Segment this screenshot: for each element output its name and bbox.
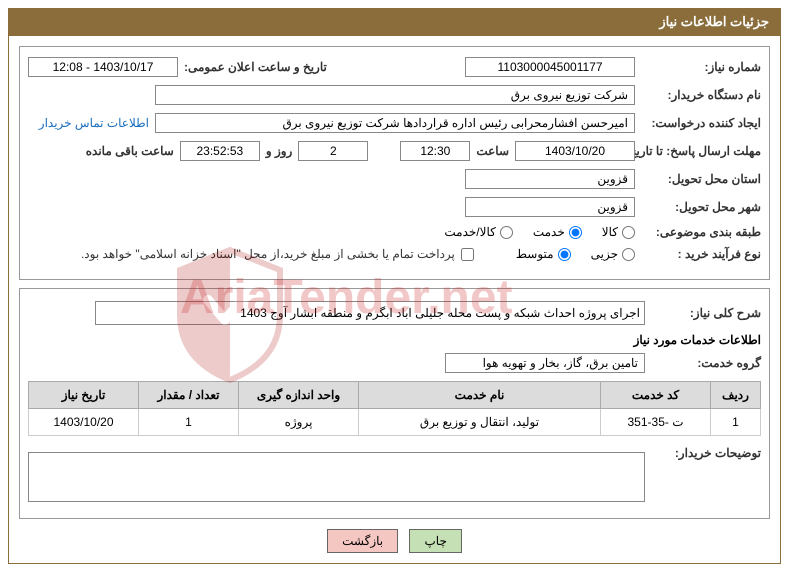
buyer-notes-label: توضیحات خریدار: xyxy=(651,446,761,460)
cell-code: ت -35-351 xyxy=(601,409,711,436)
reqnum-label: شماره نیاز: xyxy=(641,60,761,74)
days-and: روز و xyxy=(266,144,293,158)
radio-medium[interactable]: متوسط xyxy=(516,247,571,261)
th-name: نام خدمت xyxy=(359,382,601,409)
details-panel: جزئیات اطلاعات نیاز AriaTender.net شماره… xyxy=(8,8,781,564)
row-category: طبقه بندی موضوعی: کالا خدمت کالا/خدمت xyxy=(28,225,761,239)
cell-name: تولید، انتقال و توزیع برق xyxy=(359,409,601,436)
radio-kala-label: کالا xyxy=(602,225,618,239)
cell-qty: 1 xyxy=(139,409,239,436)
cell-date: 1403/10/20 xyxy=(29,409,139,436)
requester-label: ایجاد کننده درخواست: xyxy=(641,116,761,130)
th-qty: تعداد / مقدار xyxy=(139,382,239,409)
back-button[interactable]: بازگشت xyxy=(327,529,398,553)
radio-khedmat-input[interactable] xyxy=(569,226,582,239)
services-header: اطلاعات خدمات مورد نیاز xyxy=(28,333,761,347)
radio-medium-input[interactable] xyxy=(558,248,571,261)
buyer-value: شرکت توزیع نیروی برق xyxy=(155,85,635,105)
city-label: شهر محل تحویل: xyxy=(641,200,761,214)
cell-row: 1 xyxy=(711,409,761,436)
payment-checkbox-row: پرداخت تمام یا بخشی از مبلغ خرید،از محل … xyxy=(81,247,474,261)
process-radio-group: جزیی متوسط xyxy=(516,247,635,261)
countdown: 23:52:53 xyxy=(180,141,260,161)
panel-title: جزئیات اطلاعات نیاز xyxy=(8,8,781,36)
radio-kala[interactable]: کالا xyxy=(602,225,635,239)
remaining: ساعت باقی مانده xyxy=(86,144,174,158)
radio-kala-input[interactable] xyxy=(622,226,635,239)
desc-label: شرح کلی نیاز: xyxy=(651,306,761,320)
row-province: استان محل تحویل: قزوین xyxy=(28,169,761,189)
category-radio-group: کالا خدمت کالا/خدمت xyxy=(444,225,635,239)
radio-khedmat-label: خدمت xyxy=(533,225,565,239)
row-deadline: مهلت ارسال پاسخ: تا تاریخ: 1403/10/20 سا… xyxy=(28,141,761,161)
main-info-box: شماره نیاز: 1103000045001177 تاریخ و ساع… xyxy=(19,46,770,280)
radio-both-input[interactable] xyxy=(500,226,513,239)
payment-checkbox[interactable] xyxy=(461,248,474,261)
desc-value: اجرای پروژه احداث شبکه و پست محله جلیلی … xyxy=(95,301,645,325)
table-header-row: ردیف کد خدمت نام خدمت واحد اندازه گیری ت… xyxy=(29,382,761,409)
table-row: 1ت -35-351تولید، انتقال و توزیع برقپروژه… xyxy=(29,409,761,436)
th-row: ردیف xyxy=(711,382,761,409)
row-requester: ایجاد کننده درخواست: امیرحسن افشارمحرابی… xyxy=(28,113,761,133)
announce-label: تاریخ و ساعت اعلان عمومی: xyxy=(184,60,327,74)
cell-unit: پروژه xyxy=(239,409,359,436)
th-unit: واحد اندازه گیری xyxy=(239,382,359,409)
row-buyer: نام دستگاه خریدار: شرکت توزیع نیروی برق xyxy=(28,85,761,105)
province-label: استان محل تحویل: xyxy=(641,172,761,186)
radio-partial-input[interactable] xyxy=(622,248,635,261)
buyer-label: نام دستگاه خریدار: xyxy=(641,88,761,102)
radio-both-label: کالا/خدمت xyxy=(444,225,495,239)
time-label: ساعت xyxy=(476,144,509,158)
days-value: 2 xyxy=(298,141,368,161)
radio-partial-label: جزیی xyxy=(591,247,618,261)
buyer-notes-box xyxy=(28,452,645,502)
deadline-label: مهلت ارسال پاسخ: تا تاریخ: xyxy=(641,144,761,158)
row-group: گروه خدمت: تامین برق، گاز، بخار و تهویه … xyxy=(28,353,761,373)
row-desc: شرح کلی نیاز: اجرای پروژه احداث شبکه و پ… xyxy=(28,301,761,325)
radio-khedmat[interactable]: خدمت xyxy=(533,225,582,239)
row-process: نوع فرآیند خرید : جزیی متوسط پرداخت تمام… xyxy=(28,247,761,261)
group-value: تامین برق، گاز، بخار و تهویه هوا xyxy=(445,353,645,373)
button-bar: چاپ بازگشت xyxy=(19,529,770,553)
reqnum-value: 1103000045001177 xyxy=(465,57,635,77)
row-reqnum: شماره نیاز: 1103000045001177 تاریخ و ساع… xyxy=(28,57,761,77)
process-label: نوع فرآیند خرید : xyxy=(641,247,761,261)
deadline-date: 1403/10/20 xyxy=(515,141,635,161)
th-date: تاریخ نیاز xyxy=(29,382,139,409)
announce-value: 1403/10/17 - 12:08 xyxy=(28,57,178,77)
radio-both[interactable]: کالا/خدمت xyxy=(444,225,512,239)
radio-medium-label: متوسط xyxy=(516,247,554,261)
payment-note: پرداخت تمام یا بخشی از مبلغ خرید،از محل … xyxy=(81,247,455,261)
row-buyer-notes: توضیحات خریدار: xyxy=(28,446,761,502)
category-label: طبقه بندی موضوعی: xyxy=(641,225,761,239)
group-label: گروه خدمت: xyxy=(651,356,761,370)
province-value: قزوین xyxy=(465,169,635,189)
city-value: قزوین xyxy=(465,197,635,217)
panel-body: AriaTender.net شماره نیاز: 1103000045001… xyxy=(8,36,781,564)
requester-value: امیرحسن افشارمحرابی رئیس اداره قراردادها… xyxy=(155,113,635,133)
services-table: ردیف کد خدمت نام خدمت واحد اندازه گیری ت… xyxy=(28,381,761,436)
contact-link[interactable]: اطلاعات تماس خریدار xyxy=(39,116,149,130)
row-city: شهر محل تحویل: قزوین xyxy=(28,197,761,217)
radio-partial[interactable]: جزیی xyxy=(591,247,635,261)
th-code: کد خدمت xyxy=(601,382,711,409)
description-box: شرح کلی نیاز: اجرای پروژه احداث شبکه و پ… xyxy=(19,288,770,519)
print-button[interactable]: چاپ xyxy=(409,529,461,553)
deadline-time: 12:30 xyxy=(400,141,470,161)
